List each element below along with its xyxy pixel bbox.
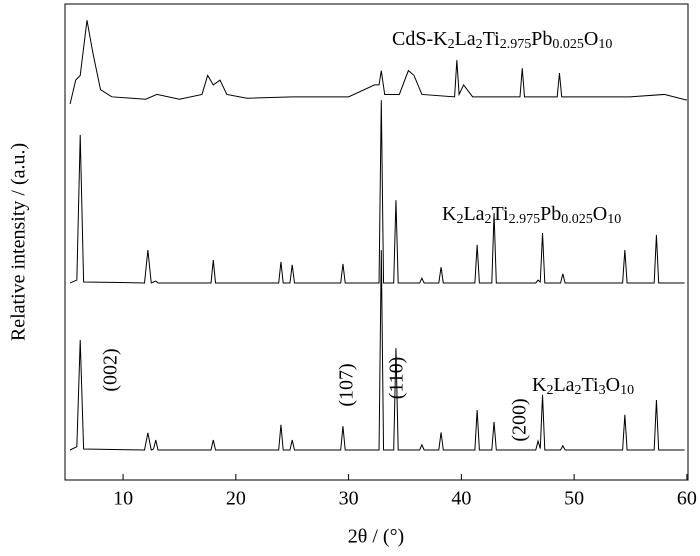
peak-index: (107) — [336, 363, 358, 406]
series-label: K2La2Ti2.975Pb0.025O10 — [442, 203, 621, 228]
y-axis-label: Relative intensity / (a.u.) — [8, 143, 30, 341]
peak-index: (200) — [509, 398, 531, 441]
x-tick-label: 30 — [339, 488, 359, 510]
xrd-pattern — [69, 100, 685, 284]
x-tick-label: 50 — [564, 488, 584, 510]
peak-index: (002) — [100, 348, 122, 391]
x-tick-label: 40 — [451, 488, 471, 510]
xrd-pattern — [69, 250, 685, 451]
x-tick-label: 10 — [113, 488, 133, 510]
peak-index: (110) — [386, 357, 408, 400]
x-axis-label: 2θ / (°) — [348, 526, 404, 548]
series-label: K2La2Ti3O10 — [532, 374, 634, 399]
xrd-pattern — [69, 20, 687, 105]
series-label: CdS-K2La2Ti2.975Pb0.025O10 — [392, 28, 612, 53]
plot-frame — [64, 3, 689, 481]
x-tick-label: 20 — [226, 488, 246, 510]
x-tick-label: 60 — [677, 488, 697, 510]
